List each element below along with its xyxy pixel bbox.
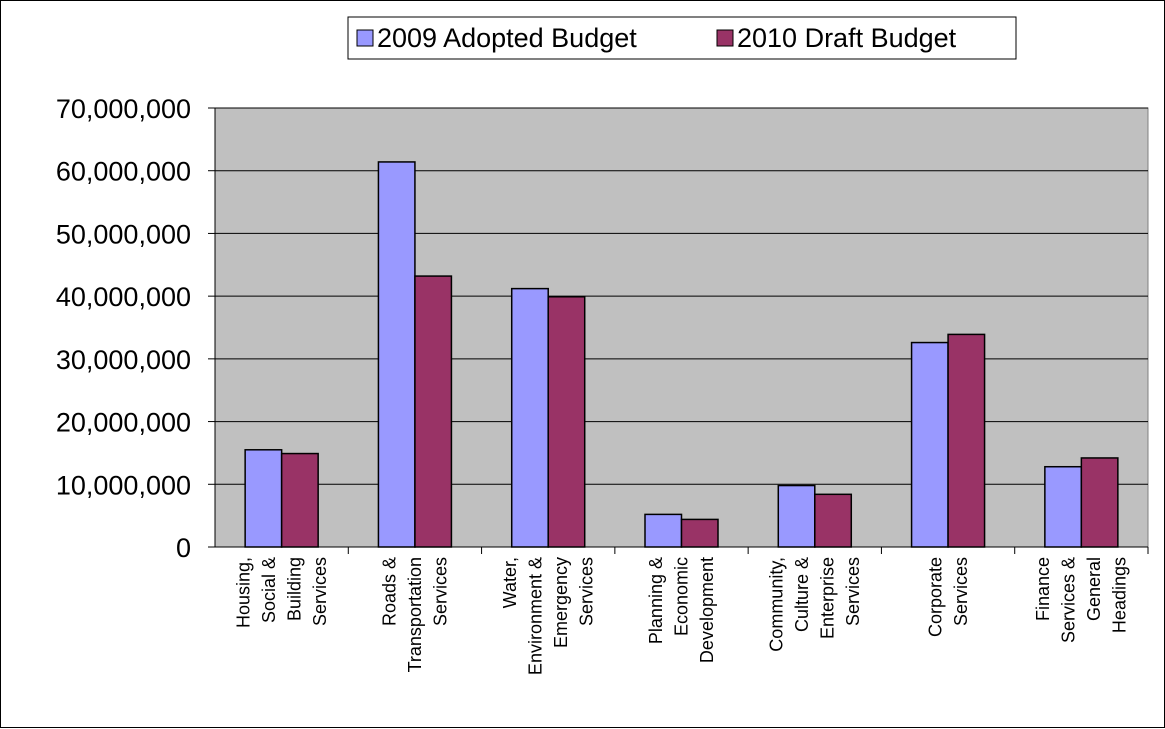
x-tick-label-line: Roads & [379, 557, 399, 626]
x-tick-label-line: Services & [1059, 557, 1079, 643]
bar [1044, 465, 1083, 548]
plot-area [214, 107, 1149, 548]
bar [377, 161, 416, 548]
x-tick-label: Finance Services & General Headings [1033, 557, 1130, 643]
legend-swatch [356, 29, 374, 47]
x-tick-label-line: Services [310, 557, 330, 626]
x-tick-label-line: Transportation [405, 557, 425, 672]
x-tick-label-line: Environment & [525, 557, 545, 675]
x-tick-label-line: Social & [259, 557, 279, 623]
y-tick-label: 30,000,000 [56, 345, 191, 375]
x-tick-label-line: Corporate [925, 557, 945, 637]
bar [244, 449, 283, 548]
x-tick-label: Water, Environment & Emergency Services [500, 557, 597, 675]
y-tick-label: 50,000,000 [56, 219, 191, 249]
y-tick-label: 60,000,000 [56, 157, 191, 187]
bar [644, 513, 683, 548]
x-tick-label-line: General [1084, 557, 1104, 621]
bar [547, 296, 586, 548]
x-tick-label-line: Culture & [792, 557, 812, 632]
bar [777, 484, 816, 548]
bar [910, 341, 949, 548]
x-tick-label-line: Development [697, 557, 717, 663]
bar [280, 452, 319, 548]
y-tick-label: 70,000,000 [56, 94, 191, 124]
x-tick-label: Roads & Transportation Services [379, 557, 450, 672]
legend-swatch [716, 29, 734, 47]
x-tick-label: Corporate Services [925, 557, 971, 637]
legend-label: 2010 Draft Budget [737, 23, 957, 53]
bar [1080, 457, 1119, 548]
x-tick-label-line: Building [284, 557, 304, 621]
bar [947, 333, 986, 548]
x-tick-label-line: Services [843, 557, 863, 626]
x-tick-label-line: Services [576, 557, 596, 626]
bar [680, 518, 719, 548]
y-tick-label: 10,000,000 [56, 470, 191, 500]
x-tick-label-line: Services [951, 557, 971, 626]
x-tick-label-line: Housing, [233, 557, 253, 628]
bar [814, 493, 853, 548]
y-tick-label: 40,000,000 [56, 282, 191, 312]
x-tick-label-line: Community, [767, 557, 787, 652]
x-tick-label-line: Water, [500, 557, 520, 608]
x-tick-label-line: Services [430, 557, 450, 626]
bar [510, 287, 549, 548]
x-tick-label-line: Planning & [646, 557, 666, 644]
x-tick-label: Housing, Social & Building Services [233, 557, 330, 628]
y-tick-label: 0 [176, 533, 191, 563]
x-tick-label-line: Finance [1033, 557, 1053, 621]
x-tick-label: Planning & Economic Development [646, 557, 717, 663]
legend-box [347, 16, 1017, 60]
x-tick-label-line: Enterprise [818, 557, 838, 639]
y-tick-label: 20,000,000 [56, 408, 191, 438]
x-tick-label: Community, Culture & Enterprise Services [767, 557, 864, 652]
x-tick-label-line: Economic [672, 557, 692, 636]
x-tick-label-line: Emergency [551, 557, 571, 648]
bar [414, 275, 453, 548]
legend-label: 2009 Adopted Budget [377, 23, 637, 53]
x-tick-label-line: Headings [1110, 557, 1130, 633]
